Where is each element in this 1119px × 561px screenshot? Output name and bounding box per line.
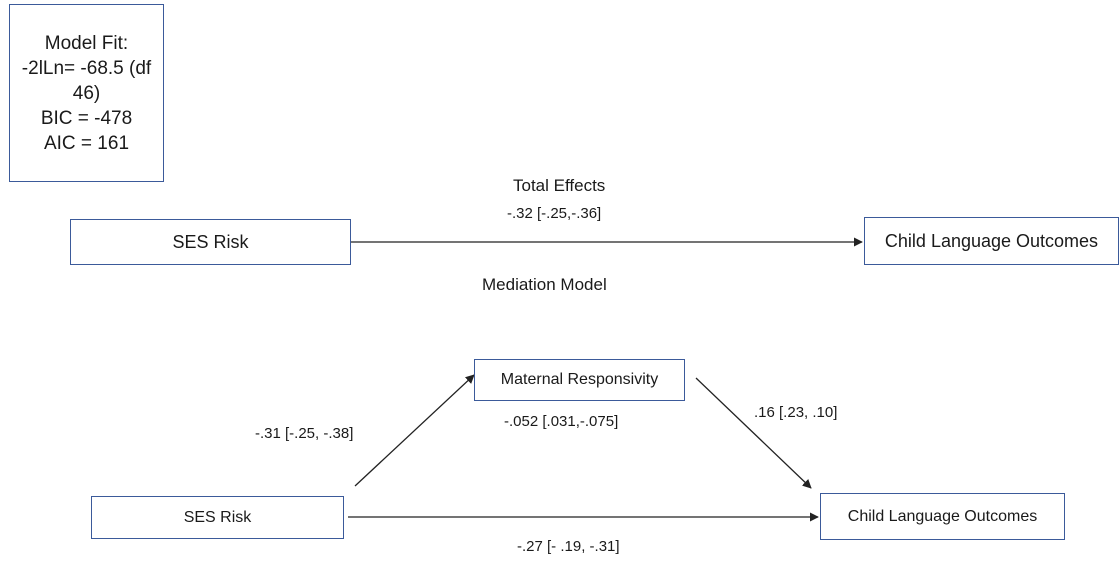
path-a-arrow — [354, 374, 475, 487]
mediation-model-title: Mediation Model — [482, 275, 607, 294]
mediation-child-language-box: Child Language Outcomes — [820, 493, 1065, 540]
maternal-responsivity-label: Maternal Responsivity — [500, 371, 659, 388]
path-b-coefficient: .16 [.23, .10] — [754, 404, 838, 421]
total-child-language-label: Child Language Outcomes — [884, 230, 1099, 251]
total-ses-risk-label: SES Risk — [172, 231, 249, 252]
mediation-ses-risk-box: SES Risk — [91, 496, 344, 539]
mediation-ses-risk-label: SES Risk — [183, 508, 252, 526]
maternal-responsivity-box: Maternal Responsivity — [474, 359, 685, 401]
total-child-language-box: Child Language Outcomes — [864, 217, 1119, 265]
model-fit-aic: AIC = 161 — [43, 132, 130, 154]
model-fit-df: 46) — [72, 82, 101, 104]
mediation-child-language-label: Child Language Outcomes — [847, 507, 1038, 525]
model-fit-bic: BIC = -478 — [40, 107, 133, 129]
path-b-arrow — [695, 377, 812, 489]
direct-effect-coefficient: -.27 [- .19, -.31] — [517, 538, 620, 555]
model-fit-loglik: -2lLn= -68.5 (df — [21, 57, 152, 79]
indirect-effect-coefficient: -.052 [.031,-.075] — [504, 413, 619, 430]
model-fit-title: Model Fit: — [44, 32, 129, 54]
total-effect-coefficient: -.32 [-.25,-.36] — [507, 205, 602, 222]
path-a-coefficient: -.31 [-.25, -.38] — [255, 425, 354, 442]
total-effects-title: Total Effects — [513, 176, 606, 195]
total-ses-risk-box: SES Risk — [70, 219, 351, 265]
model-fit-box: Model Fit: -2lLn= -68.5 (df 46) BIC = -4… — [9, 4, 164, 182]
